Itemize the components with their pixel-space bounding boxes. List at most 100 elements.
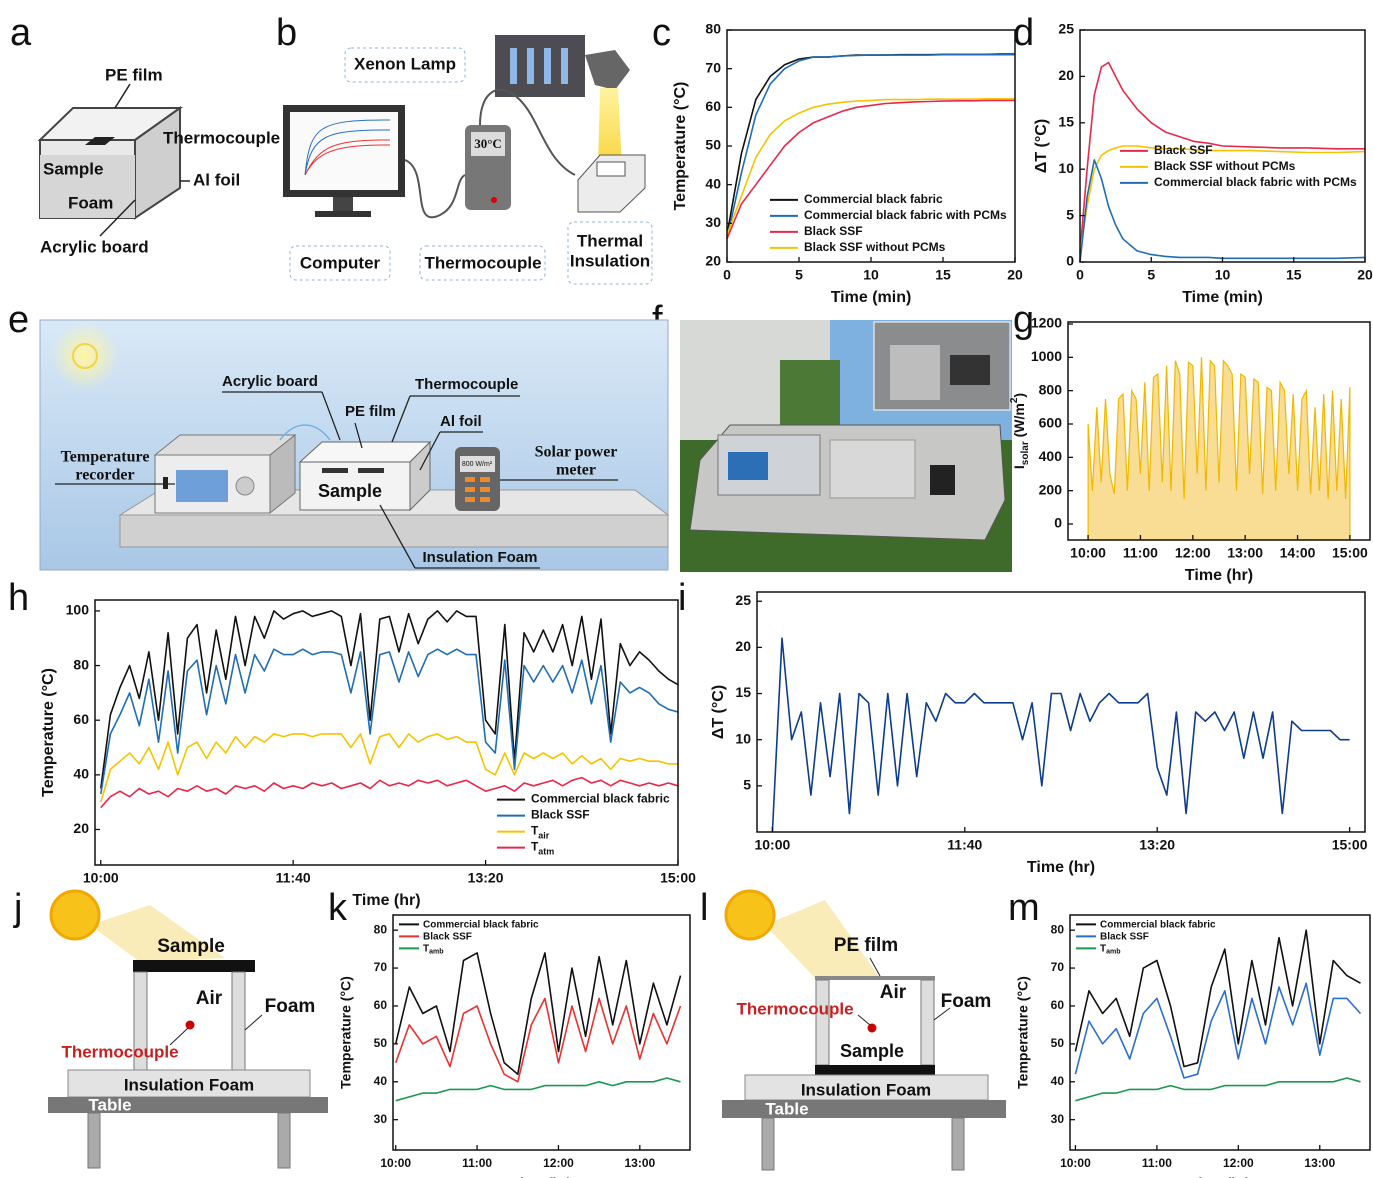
leader bbox=[114, 83, 131, 109]
label: Solar power bbox=[535, 444, 618, 461]
screen-plot bbox=[304, 139, 391, 176]
label: Air bbox=[196, 988, 223, 1009]
sun bbox=[72, 343, 98, 369]
leader bbox=[169, 1027, 189, 1046]
lamp-stripe bbox=[527, 48, 534, 84]
leader bbox=[391, 395, 411, 443]
y-tick-label: 30 bbox=[705, 214, 721, 230]
meter-key bbox=[465, 497, 475, 502]
meter-key bbox=[480, 497, 490, 502]
legend-name: T bbox=[1100, 943, 1106, 954]
legend-label: Black SSF bbox=[804, 224, 863, 238]
label: recorder bbox=[75, 467, 134, 484]
label: Acrylic board bbox=[40, 237, 149, 256]
legend-label: Commercial black fabric with PCMs bbox=[1154, 175, 1357, 189]
y-tick-label: 100 bbox=[66, 602, 90, 618]
chart: 10:00 11:40 13:20 15:00 20 40 60 80 100 Time (hr)… bbox=[40, 599, 696, 909]
reading: 30°C bbox=[474, 136, 502, 151]
leader bbox=[354, 422, 363, 449]
foam bbox=[40, 155, 135, 218]
legend-name: Black SSF without PCMs bbox=[1154, 159, 1296, 173]
x-tick-label: 12:00 bbox=[1175, 545, 1211, 561]
monitor-stand bbox=[333, 197, 353, 211]
lamp-head bbox=[585, 50, 630, 90]
data-line bbox=[1079, 159, 1366, 263]
x-tick-label: 11:00 bbox=[462, 1156, 492, 1170]
x-tick-label: 10:00 bbox=[83, 870, 119, 886]
legend-name: T bbox=[531, 840, 539, 854]
leader bbox=[244, 1014, 263, 1031]
y-tick-label: 25 bbox=[1058, 21, 1074, 37]
x-tick-label: 0 bbox=[723, 267, 731, 283]
label: Sample bbox=[157, 936, 225, 957]
table bbox=[722, 1100, 1006, 1118]
panel-label: j bbox=[13, 887, 22, 929]
button bbox=[491, 197, 497, 203]
screen-plot bbox=[304, 119, 391, 176]
y-tick-label: 80 bbox=[1051, 922, 1065, 936]
legend-label: Black SSF bbox=[1154, 143, 1213, 157]
legend-name: Commercial black fabric with PCMs bbox=[1154, 175, 1357, 189]
y-tick-label: 50 bbox=[374, 1036, 388, 1050]
plot-frame bbox=[1069, 914, 1371, 1151]
legend-label: Commercial black fabric bbox=[1100, 919, 1216, 930]
meter-display bbox=[460, 456, 495, 472]
label: Table bbox=[88, 1095, 131, 1114]
chart: 10:00 11:00 12:00 13:00 14:00 15:00 0 200 400 600… bbox=[1009, 315, 1371, 584]
cable bbox=[404, 159, 466, 219]
label: Acrylic board bbox=[222, 373, 318, 390]
label: Thermocouple bbox=[424, 253, 541, 272]
y-axis-label-part: (W/m bbox=[1011, 403, 1027, 441]
lamp-stripe bbox=[510, 48, 517, 84]
leader bbox=[869, 957, 881, 977]
y-axis-label-part: solar bbox=[1020, 441, 1031, 465]
label: Thermocouple bbox=[415, 376, 518, 393]
legend-name-sub: amb bbox=[429, 949, 443, 956]
beam bbox=[765, 900, 880, 978]
plot-frame bbox=[94, 599, 679, 866]
foam-wall bbox=[920, 979, 935, 1066]
label: Foam bbox=[68, 193, 113, 212]
label: Foam bbox=[265, 996, 316, 1017]
legend-name: Black SSF bbox=[1100, 931, 1149, 942]
y-tick-label: 15 bbox=[735, 684, 751, 700]
y-axis-label: Temperature (°C) bbox=[672, 82, 689, 211]
y-tick-label: 60 bbox=[73, 711, 89, 727]
x-tick-label: 5 bbox=[1147, 267, 1155, 283]
data-line bbox=[395, 1077, 681, 1102]
legend-name: Commercial black fabric bbox=[531, 792, 670, 806]
recorder-switch bbox=[163, 477, 168, 489]
sun bbox=[724, 889, 776, 941]
chart: 10:00 11:40 13:20 15:00 5 10 15 20 25 Time (hr) ΔT… bbox=[710, 591, 1368, 876]
sample bbox=[322, 468, 348, 473]
x-tick-label: 11:40 bbox=[276, 870, 311, 886]
y-tick-label: 80 bbox=[374, 922, 388, 936]
sample-box bbox=[299, 461, 411, 511]
sample bbox=[133, 960, 255, 972]
monitor-base bbox=[315, 211, 371, 217]
photo-f bbox=[680, 320, 1012, 572]
legend-name: Commercial black fabric bbox=[423, 919, 539, 930]
leader bbox=[379, 504, 416, 569]
label: PE film bbox=[345, 403, 396, 420]
panel-label: i bbox=[678, 577, 686, 619]
panel-label: g bbox=[1013, 299, 1034, 341]
y-tick-label: 20 bbox=[705, 253, 721, 269]
label: Insulation Foam bbox=[124, 1075, 254, 1094]
x-tick-label: 10:00 bbox=[1060, 1156, 1091, 1170]
insulation-window bbox=[596, 161, 626, 177]
y-axis-label: Temperature (°C) bbox=[338, 976, 354, 1089]
legend: Black SSF Black SSF without PCMs Commercia… bbox=[1119, 143, 1357, 189]
label: Foam bbox=[941, 991, 992, 1012]
label: Al foil bbox=[193, 170, 240, 189]
photo-inset-samples bbox=[950, 355, 990, 385]
y-tick-label: 20 bbox=[735, 638, 751, 654]
legend-name: Black SSF bbox=[531, 808, 590, 822]
x-tick-label: 11:00 bbox=[1142, 1156, 1172, 1170]
callout bbox=[567, 221, 653, 285]
table-leg bbox=[87, 1112, 101, 1169]
label: Thermal bbox=[577, 231, 643, 250]
table-leg bbox=[277, 1112, 291, 1169]
y-tick-label: 40 bbox=[374, 1074, 388, 1088]
label: PE film bbox=[834, 935, 898, 956]
